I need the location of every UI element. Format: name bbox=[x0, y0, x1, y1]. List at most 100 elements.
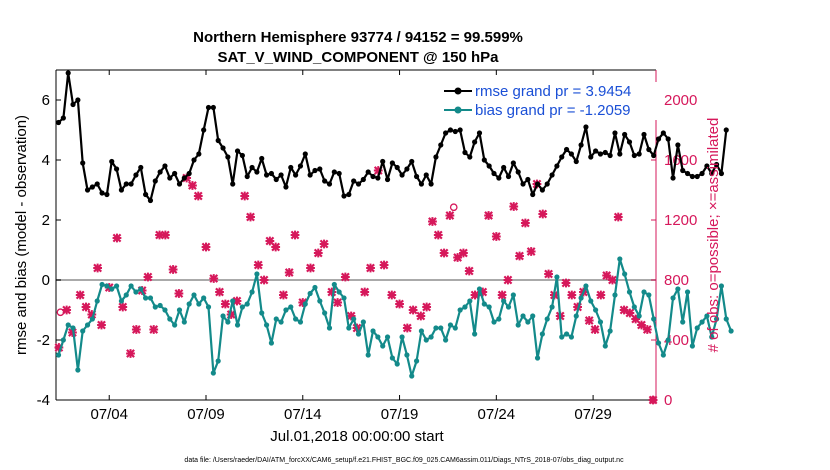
series-bias-point bbox=[389, 355, 395, 361]
series-rmse-point bbox=[544, 181, 550, 187]
series-rmse-point bbox=[525, 176, 531, 183]
series-bias-point bbox=[336, 289, 342, 295]
series-rmse-point bbox=[423, 172, 429, 178]
series-bias-point bbox=[365, 352, 371, 358]
series-rmse-point bbox=[336, 170, 342, 177]
series-rmse-point bbox=[331, 169, 337, 175]
series-rmse-point bbox=[89, 184, 95, 190]
obs-assimilated-marker bbox=[428, 217, 437, 226]
y-left-tick-label: 0 bbox=[42, 272, 50, 289]
series-rmse-point bbox=[384, 176, 391, 183]
obs-assimilated-marker bbox=[584, 316, 594, 325]
obs-assimilated-marker bbox=[220, 299, 230, 309]
series-bias-point bbox=[55, 352, 62, 358]
obs-assimilated-marker bbox=[416, 311, 426, 321]
series-bias-point bbox=[152, 304, 158, 310]
series-bias-point bbox=[428, 334, 434, 340]
series-bias-point bbox=[297, 319, 304, 325]
series-rmse-point bbox=[84, 187, 91, 193]
series-bias-point bbox=[176, 307, 183, 313]
x-tick-label: 07/24 bbox=[478, 406, 516, 423]
obs-assimilated-marker bbox=[408, 305, 418, 315]
series-bias-point bbox=[549, 304, 555, 310]
series-bias-point bbox=[457, 307, 463, 313]
series-bias-point bbox=[670, 295, 676, 301]
obs-assimilated-marker bbox=[284, 268, 294, 277]
series-rmse-point bbox=[680, 167, 686, 174]
series-bias-point bbox=[607, 328, 613, 334]
series-bias-point bbox=[89, 316, 95, 322]
obs-possible-marker bbox=[649, 396, 657, 404]
series-rmse-point bbox=[660, 130, 666, 136]
series-bias-point bbox=[491, 319, 497, 325]
y-left-tick-label: 2 bbox=[42, 212, 50, 229]
obs-assimilated-marker bbox=[596, 290, 606, 300]
series-rmse-point bbox=[602, 149, 608, 156]
series-bias-point bbox=[515, 322, 521, 328]
series-rmse-point bbox=[723, 127, 729, 133]
y-axis-right-label: # of obs: o=possible; ×=assimilated bbox=[705, 118, 722, 353]
series-bias-point bbox=[351, 316, 357, 322]
series-rmse-point bbox=[65, 70, 71, 76]
series-bias-point bbox=[123, 292, 129, 298]
series-rmse-point bbox=[60, 115, 66, 121]
series-bias-point bbox=[70, 325, 76, 331]
series-bias-point bbox=[147, 295, 154, 301]
series-rmse-point bbox=[443, 130, 449, 136]
series-rmse-point bbox=[684, 170, 691, 177]
series-bias-point bbox=[447, 322, 454, 328]
obs-assimilated-marker bbox=[459, 248, 468, 258]
series-rmse-point bbox=[70, 101, 76, 108]
series-bias-point bbox=[423, 337, 429, 343]
obs-assimilated-marker bbox=[215, 287, 224, 297]
series-rmse-point bbox=[273, 176, 279, 183]
legend-rmse-marker bbox=[454, 87, 462, 95]
obs-assimilated-marker bbox=[590, 325, 600, 334]
series-rmse-point bbox=[597, 151, 604, 157]
series-bias-point bbox=[713, 316, 720, 322]
series-rmse-point bbox=[230, 181, 236, 187]
legend: rmse grand pr = 3.9454 bias grand pr = -… bbox=[441, 82, 657, 120]
obs-assimilated-marker bbox=[168, 265, 178, 274]
obs-assimilated-marker bbox=[360, 287, 370, 297]
series-rmse-point bbox=[80, 160, 86, 166]
series-rmse-point bbox=[307, 172, 313, 178]
obs-possible-marker bbox=[449, 203, 458, 212]
series-bias-point bbox=[293, 316, 299, 322]
series-rmse-point bbox=[186, 170, 192, 177]
obs-assimilated-marker bbox=[538, 209, 548, 219]
series-rmse-point bbox=[399, 172, 405, 178]
series-rmse-point bbox=[143, 191, 149, 198]
series-rmse-point bbox=[496, 175, 502, 181]
obs-assimilated-marker bbox=[515, 251, 524, 261]
obs-assimilated-marker bbox=[75, 290, 85, 300]
series-bias-point bbox=[60, 337, 66, 343]
series-bias-point bbox=[80, 328, 86, 334]
series-bias-point bbox=[554, 274, 560, 280]
series-rmse-point bbox=[428, 181, 434, 187]
series-bias-point bbox=[273, 316, 279, 322]
obs-assimilated-marker bbox=[240, 191, 250, 201]
obs-assimilated-marker bbox=[366, 263, 375, 273]
series-rmse-point bbox=[215, 137, 221, 144]
series-bias-point bbox=[118, 298, 125, 304]
obs-assimilated-marker bbox=[387, 290, 397, 300]
y-right-tick-label: 1200 bbox=[664, 212, 697, 229]
series-bias-point bbox=[563, 331, 570, 337]
series-rmse-point bbox=[515, 169, 521, 175]
series-rmse-point bbox=[694, 173, 700, 180]
series-rmse-point bbox=[563, 146, 570, 153]
obs-assimilated-marker bbox=[544, 269, 553, 279]
series-rmse-point bbox=[75, 97, 81, 103]
series-bias-point bbox=[655, 340, 662, 346]
series-rmse-point bbox=[263, 172, 270, 178]
series-bias-point bbox=[94, 298, 100, 304]
obs-assimilated-marker bbox=[259, 275, 269, 285]
series-rmse-point bbox=[607, 152, 613, 159]
series-rmse-point bbox=[370, 173, 376, 180]
series-bias-point bbox=[75, 367, 81, 373]
series-bias-point bbox=[641, 289, 647, 295]
series-rmse-point bbox=[172, 170, 178, 177]
series-rmse-point bbox=[699, 170, 705, 177]
